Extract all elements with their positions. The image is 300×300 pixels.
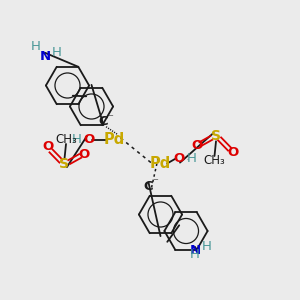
Text: N: N bbox=[39, 50, 51, 64]
Text: Pd: Pd bbox=[150, 156, 171, 171]
Text: ⁻: ⁻ bbox=[152, 177, 158, 188]
Text: H: H bbox=[72, 133, 81, 146]
Text: C: C bbox=[144, 179, 153, 193]
Text: O: O bbox=[42, 140, 54, 154]
Text: O: O bbox=[191, 139, 202, 152]
Text: O: O bbox=[83, 133, 94, 146]
Text: ⁻: ⁻ bbox=[107, 113, 113, 123]
Text: CH₃: CH₃ bbox=[204, 154, 225, 167]
Text: H: H bbox=[31, 40, 41, 53]
Text: CH₃: CH₃ bbox=[55, 133, 77, 146]
Text: H: H bbox=[187, 152, 197, 166]
Text: O: O bbox=[227, 146, 238, 160]
Text: O: O bbox=[173, 152, 184, 166]
Text: O: O bbox=[78, 148, 90, 161]
Text: N: N bbox=[189, 244, 201, 257]
Text: C: C bbox=[99, 115, 108, 128]
Text: Pd: Pd bbox=[103, 132, 124, 147]
Text: H: H bbox=[52, 46, 62, 59]
Text: H: H bbox=[190, 248, 200, 262]
Text: S: S bbox=[59, 157, 70, 170]
Text: H: H bbox=[202, 239, 212, 253]
Text: S: S bbox=[211, 130, 221, 143]
